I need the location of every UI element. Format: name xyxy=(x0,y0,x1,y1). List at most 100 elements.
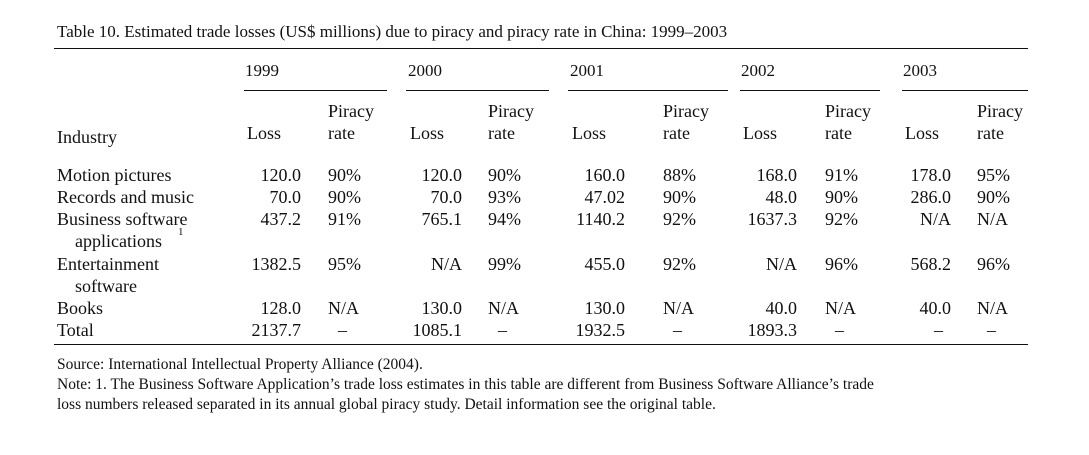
year-underline xyxy=(902,90,1028,91)
loss-header: Loss xyxy=(247,123,282,143)
piracy-rate-cell: – xyxy=(338,320,347,340)
year-header: 2000 xyxy=(408,61,442,80)
loss-cell: 568.2 xyxy=(910,254,952,274)
piracy-rate-cell: 93% xyxy=(488,187,521,207)
loss-cell: 1637.3 xyxy=(747,209,798,229)
footnote-line-1: Note: 1. The Business Software Applicati… xyxy=(57,376,874,393)
piracy-rate-cell: N/A xyxy=(977,298,1008,318)
piracy-rate-cell: 99% xyxy=(488,254,521,274)
bottom-rule xyxy=(54,344,1028,346)
table-caption: Table 10. Estimated trade losses (US$ mi… xyxy=(57,22,728,41)
industry-label: software xyxy=(75,276,137,296)
loss-cell: 130.0 xyxy=(584,298,626,318)
piracy-rate-cell: 90% xyxy=(977,187,1010,207)
piracy-rate-cell: – xyxy=(987,320,996,340)
industry-label: Total xyxy=(57,320,94,340)
footnote-line-2: loss numbers released separated in its a… xyxy=(57,396,716,413)
loss-cell: 70.0 xyxy=(269,187,302,207)
piracy-rate-header-line2: rate xyxy=(663,123,690,143)
piracy-rate-cell: 92% xyxy=(663,254,696,274)
piracy-rate-cell: 90% xyxy=(328,165,361,185)
piracy-rate-cell: 96% xyxy=(825,254,858,274)
piracy-rate-cell: – xyxy=(498,320,507,340)
loss-cell: 1932.5 xyxy=(575,320,626,340)
loss-cell: 455.0 xyxy=(584,254,626,274)
piracy-rate-cell: 91% xyxy=(328,209,361,229)
loss-cell: 1140.2 xyxy=(576,209,625,229)
piracy-rate-cell: 91% xyxy=(825,165,858,185)
piracy-rate-cell: 90% xyxy=(328,187,361,207)
loss-cell: 70.0 xyxy=(430,187,463,207)
piracy-rate-header-line2: rate xyxy=(977,123,1004,143)
industry-label: Entertainment xyxy=(57,254,159,274)
loss-cell: N/A xyxy=(920,209,951,229)
piracy-rate-header-line1: Piracy xyxy=(825,101,871,121)
loss-cell: – xyxy=(934,320,943,340)
loss-cell: 2137.7 xyxy=(251,320,302,340)
loss-header: Loss xyxy=(905,123,940,143)
loss-cell: 286.0 xyxy=(910,187,952,207)
piracy-rate-cell: N/A xyxy=(825,298,856,318)
piracy-rate-header-line2: rate xyxy=(328,123,355,143)
year-underline xyxy=(406,90,549,91)
industry-label: Motion pictures xyxy=(57,165,172,185)
piracy-rate-cell: 92% xyxy=(663,209,696,229)
loss-header: Loss xyxy=(410,123,445,143)
top-rule xyxy=(54,48,1028,50)
year-header: 2003 xyxy=(903,61,937,80)
loss-cell: 437.2 xyxy=(260,209,302,229)
piracy-rate-header-line1: Piracy xyxy=(488,101,534,121)
loss-header: Loss xyxy=(572,123,607,143)
loss-cell: 130.0 xyxy=(421,298,463,318)
piracy-rate-cell: N/A xyxy=(328,298,359,318)
loss-cell: 40.0 xyxy=(765,298,798,318)
piracy-rate-cell: 92% xyxy=(825,209,858,229)
piracy-rate-cell: N/A xyxy=(977,209,1008,229)
piracy-rate-cell: N/A xyxy=(663,298,694,318)
loss-cell: 168.0 xyxy=(756,165,798,185)
loss-cell: 47.02 xyxy=(584,187,626,207)
piracy-rate-header-line2: rate xyxy=(825,123,852,143)
footnote-marker: 1 xyxy=(178,226,184,238)
piracy-rate-header-line1: Piracy xyxy=(663,101,709,121)
year-header: 2002 xyxy=(741,61,775,80)
piracy-rate-cell: 96% xyxy=(977,254,1010,274)
piracy-rate-cell: 90% xyxy=(488,165,521,185)
piracy-rate-cell: 95% xyxy=(977,165,1010,185)
piracy-rate-cell: – xyxy=(835,320,844,340)
loss-cell: 765.1 xyxy=(421,209,463,229)
piracy-rate-cell: – xyxy=(673,320,682,340)
piracy-rate-header-line1: Piracy xyxy=(328,101,374,121)
piracy-rate-cell: 94% xyxy=(488,209,521,229)
loss-cell: 1085.1 xyxy=(412,320,463,340)
industry-header: Industry xyxy=(57,127,117,147)
year-underline xyxy=(244,90,387,91)
loss-cell: 120.0 xyxy=(260,165,302,185)
year-header: 2001 xyxy=(570,61,604,80)
loss-cell: 178.0 xyxy=(910,165,952,185)
loss-cell: N/A xyxy=(766,254,797,274)
loss-cell: 160.0 xyxy=(584,165,626,185)
loss-cell: 48.0 xyxy=(765,187,798,207)
loss-cell: 120.0 xyxy=(421,165,463,185)
piracy-rate-cell: 90% xyxy=(663,187,696,207)
year-underline xyxy=(740,90,880,91)
loss-header: Loss xyxy=(743,123,778,143)
loss-cell: 128.0 xyxy=(260,298,302,318)
industry-label: Business software xyxy=(57,209,188,229)
piracy-rate-cell: 88% xyxy=(663,165,696,185)
piracy-rate-cell: 90% xyxy=(825,187,858,207)
piracy-rate-header-line1: Piracy xyxy=(977,101,1023,121)
source-note: Source: International Intellectual Prope… xyxy=(57,356,423,373)
piracy-rate-cell: N/A xyxy=(488,298,519,318)
industry-label: Books xyxy=(57,298,104,318)
piracy-rate-header-line2: rate xyxy=(488,123,515,143)
loss-cell: N/A xyxy=(431,254,462,274)
year-header: 1999 xyxy=(245,61,279,80)
year-underline xyxy=(568,90,728,91)
loss-cell: 40.0 xyxy=(919,298,952,318)
industry-label: applications xyxy=(75,231,162,251)
loss-cell: 1893.3 xyxy=(747,320,798,340)
piracy-rate-cell: 95% xyxy=(328,254,361,274)
